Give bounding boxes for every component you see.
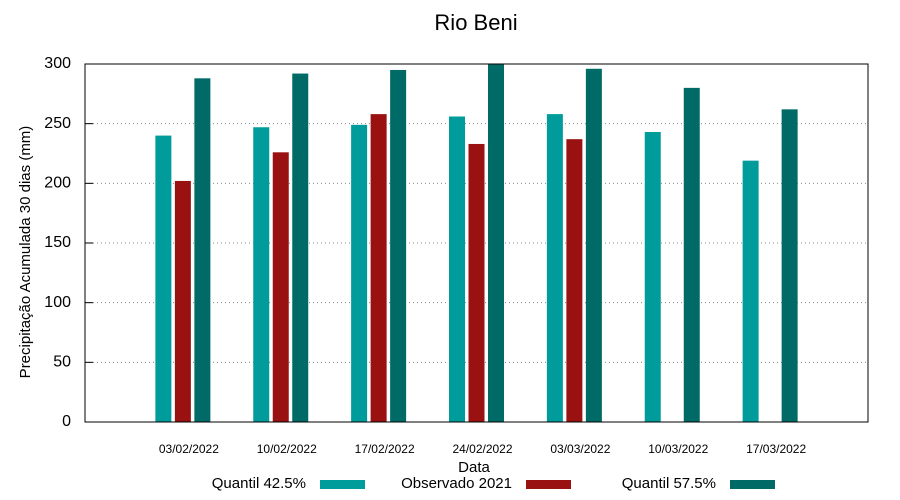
bar — [683, 87, 700, 422]
bar — [468, 143, 485, 422]
chart-title: Rio Beni — [434, 10, 517, 35]
bar — [546, 114, 563, 423]
x-tick-label: 24/02/2022 — [452, 442, 512, 456]
bar — [585, 68, 602, 423]
bar — [272, 152, 289, 422]
y-axis-label: Precipitação Acumulada 30 dias (mm) — [17, 126, 34, 379]
x-tick-label: 10/03/2022 — [648, 442, 708, 456]
legend-label: Quantil 42.5% — [212, 475, 306, 492]
y-tick-label: 0 — [62, 413, 71, 430]
legend-swatch — [320, 480, 365, 489]
y-tick-label: 250 — [44, 115, 71, 132]
y-tick-label: 150 — [44, 234, 71, 251]
y-tick-label: 200 — [44, 175, 71, 192]
bar — [155, 135, 172, 422]
y-tick-label: 50 — [53, 354, 71, 371]
bar — [194, 78, 211, 422]
bar — [742, 160, 759, 422]
x-axis-label: Data — [458, 459, 490, 476]
legend-label: Quantil 57.5% — [622, 475, 716, 492]
bar — [174, 180, 191, 422]
bar — [390, 69, 407, 422]
bar — [351, 124, 368, 423]
legend-swatch — [526, 480, 571, 489]
x-tick-label: 10/02/2022 — [257, 442, 317, 456]
bar — [781, 109, 798, 422]
x-tick-label: 03/02/2022 — [159, 442, 219, 456]
bar — [488, 64, 504, 422]
plot-frame — [84, 63, 869, 423]
y-tick-label: 100 — [44, 294, 71, 311]
y-tick-label: 300 — [44, 55, 71, 72]
legend-swatch — [730, 480, 775, 489]
bar — [449, 116, 465, 423]
x-tick-label: 17/02/2022 — [355, 442, 415, 456]
bar — [253, 127, 270, 422]
bar — [644, 132, 661, 422]
x-tick-label: 03/03/2022 — [550, 442, 610, 456]
bar — [566, 139, 583, 422]
x-tick-label: 17/03/2022 — [746, 442, 806, 456]
bar — [292, 73, 309, 423]
legend-label: Observado 2021 — [401, 475, 512, 492]
bar — [370, 114, 387, 423]
